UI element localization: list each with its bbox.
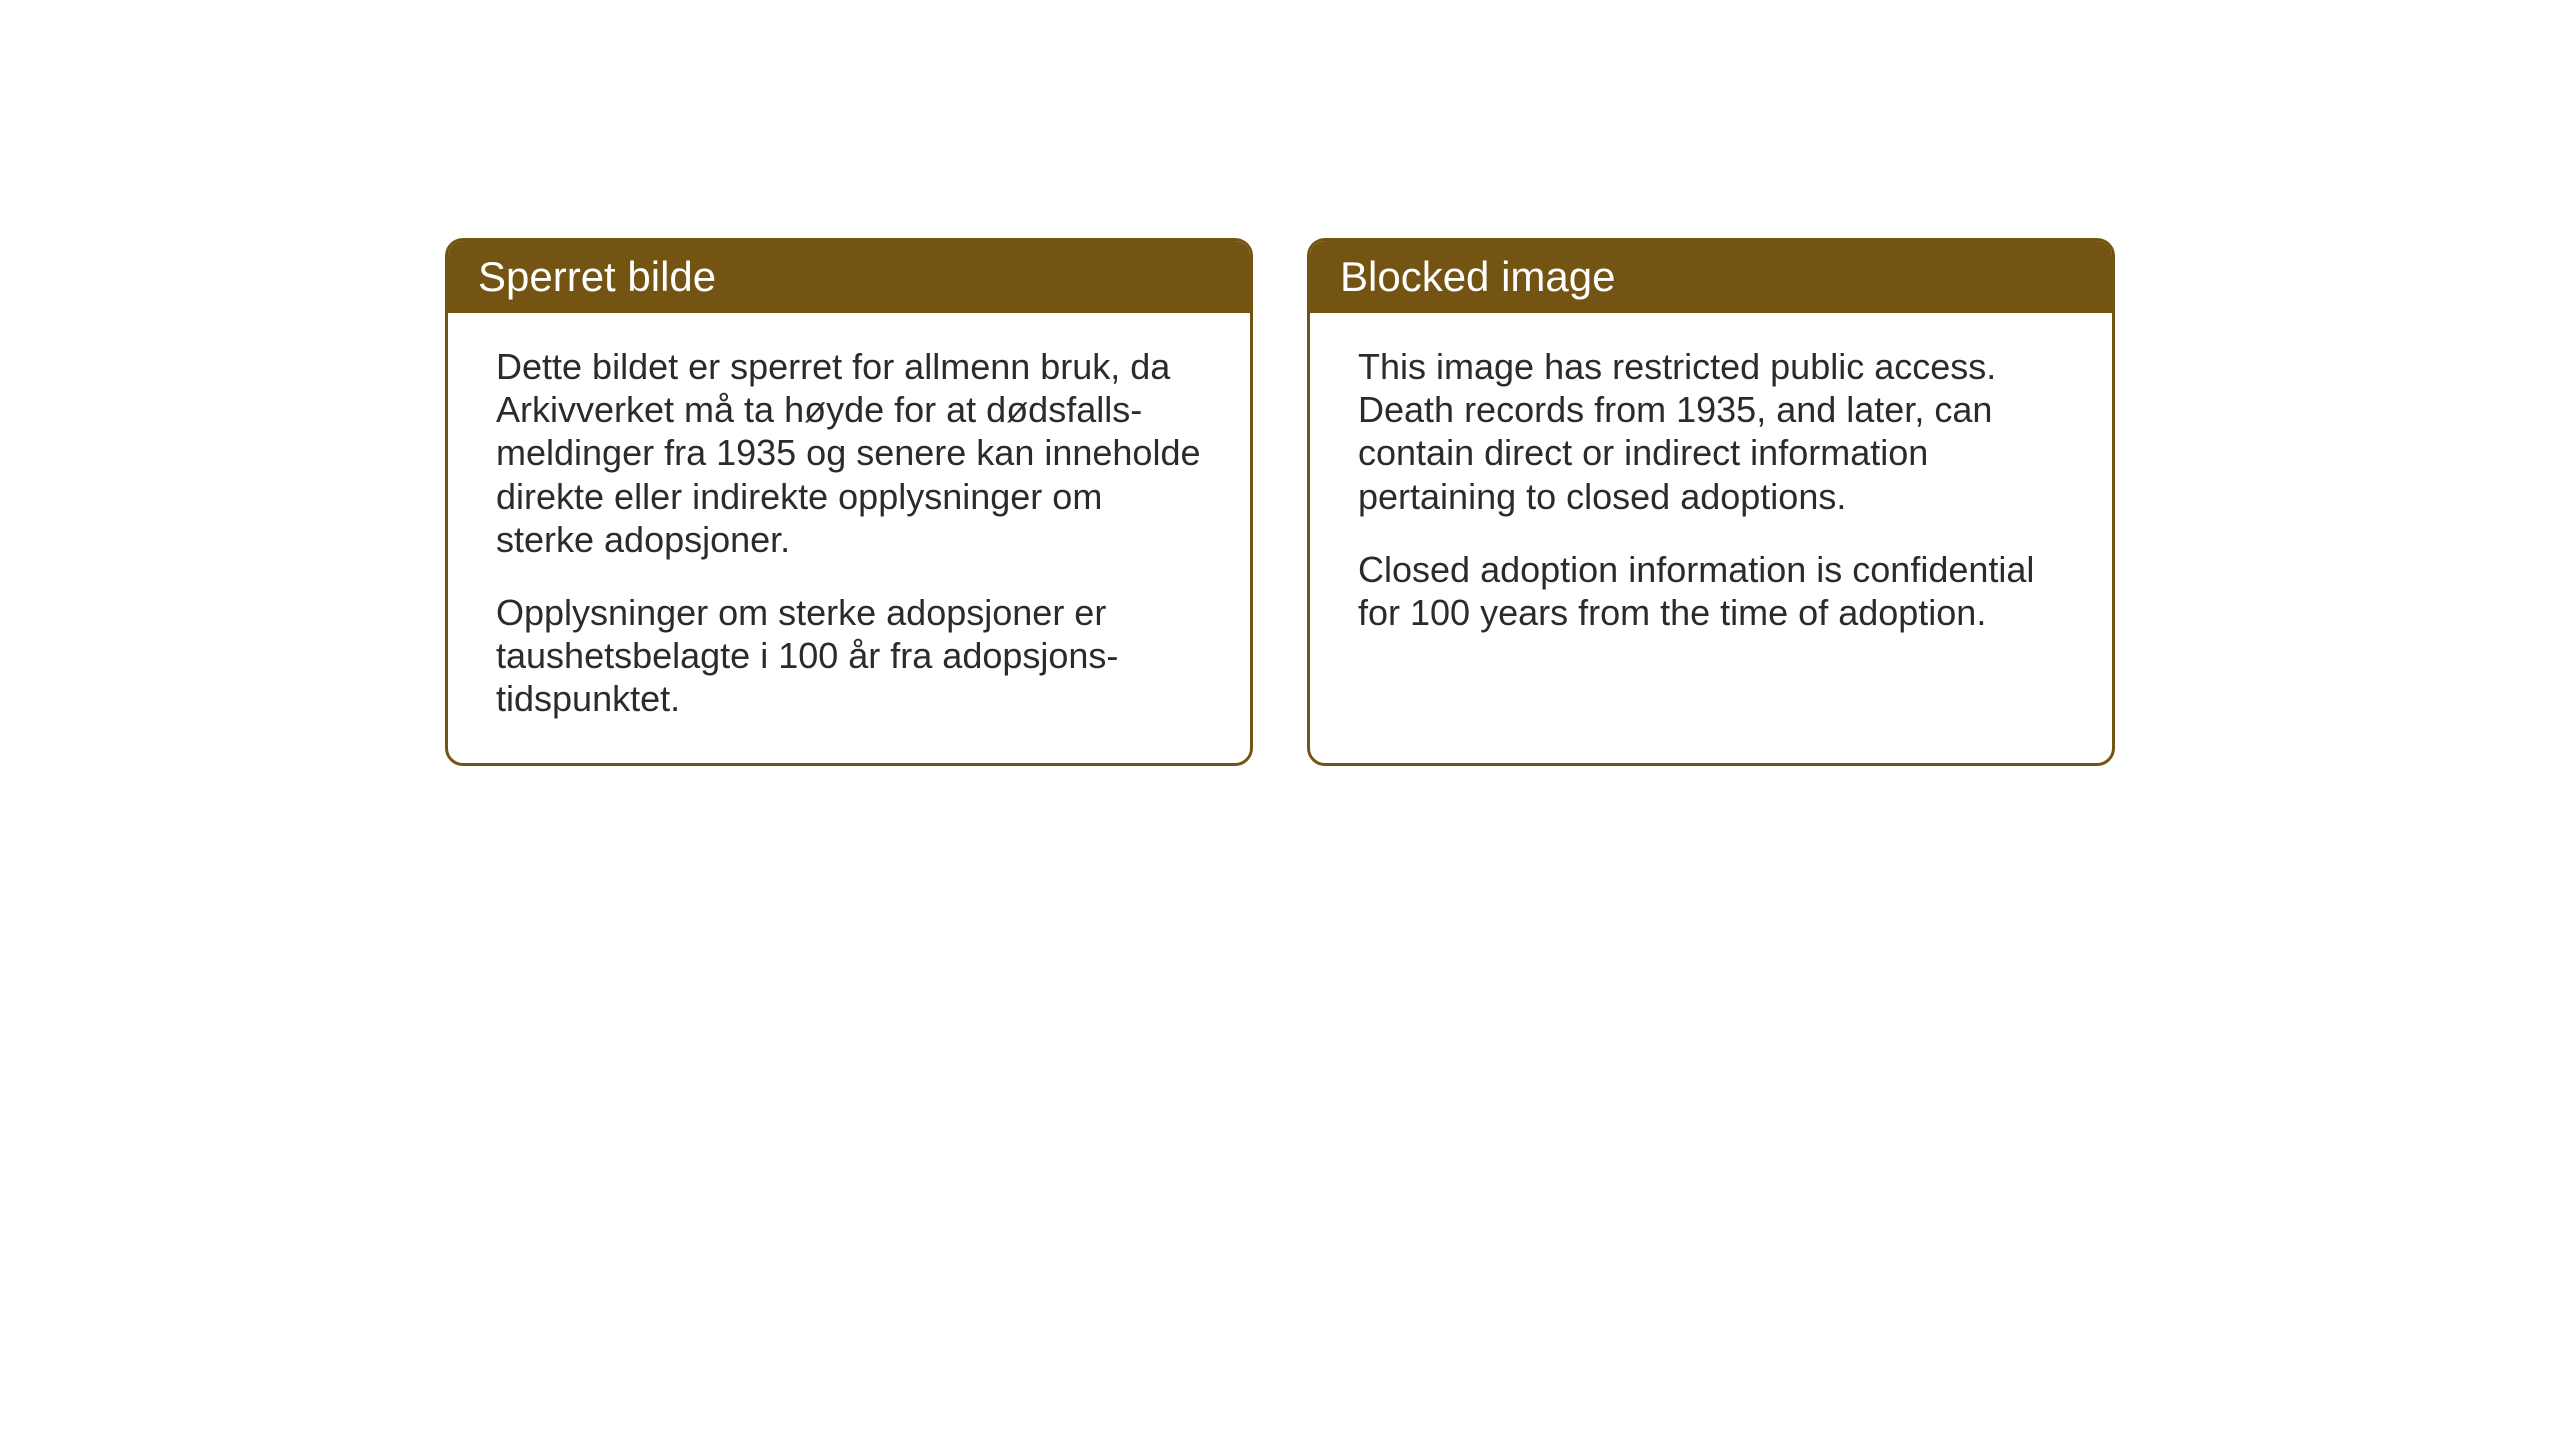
card-english: Blocked image This image has restricted …: [1307, 238, 2115, 766]
card-norwegian-paragraph-1: Dette bildet er sperret for allmenn bruk…: [496, 345, 1202, 561]
card-norwegian-header: Sperret bilde: [448, 241, 1250, 313]
card-norwegian-paragraph-2: Opplysninger om sterke adopsjoner er tau…: [496, 591, 1202, 721]
card-norwegian: Sperret bilde Dette bildet er sperret fo…: [445, 238, 1253, 766]
card-norwegian-title: Sperret bilde: [478, 253, 716, 300]
card-english-paragraph-1: This image has restricted public access.…: [1358, 345, 2064, 518]
card-norwegian-body: Dette bildet er sperret for allmenn bruk…: [448, 313, 1250, 763]
card-english-body: This image has restricted public access.…: [1310, 313, 2112, 676]
notice-container: Sperret bilde Dette bildet er sperret fo…: [445, 238, 2115, 766]
card-english-title: Blocked image: [1340, 253, 1615, 300]
card-english-paragraph-2: Closed adoption information is confident…: [1358, 548, 2064, 634]
card-english-header: Blocked image: [1310, 241, 2112, 313]
